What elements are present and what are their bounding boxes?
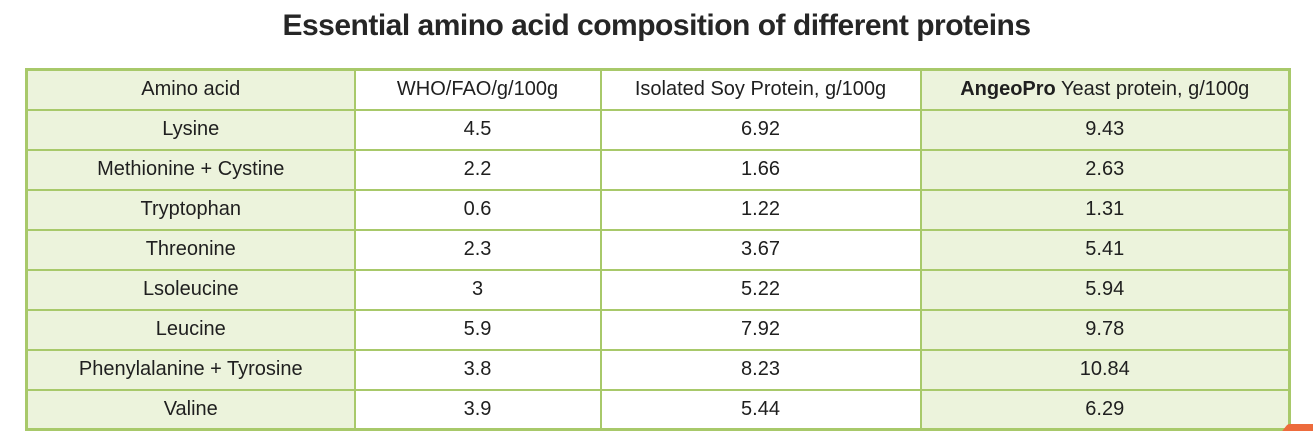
column-header-who-fao: WHO/FAO/g/100g <box>353 68 602 111</box>
soy-protein-cell: 5.44 <box>599 388 922 431</box>
column-header-soy-protein: Isolated Soy Protein, g/100g <box>599 68 922 111</box>
amino-acid-cell: Leucine <box>25 308 356 351</box>
column-header-angeopro: AngeoPro Yeast protein, g/100g <box>919 68 1291 111</box>
corner-accent-decoration <box>1282 424 1313 431</box>
table-row: Threonine 2.3 3.67 5.41 <box>25 228 1291 271</box>
angeopro-cell: 10.84 <box>919 348 1291 391</box>
soy-protein-cell: 3.67 <box>599 228 922 271</box>
who-fao-cell: 2.2 <box>353 148 602 191</box>
amino-acid-cell: Valine <box>25 388 356 431</box>
page-title: Essential amino acid composition of diff… <box>282 9 1031 42</box>
angeopro-cell: 9.78 <box>919 308 1291 351</box>
table-row: Leucine 5.9 7.92 9.78 <box>25 308 1291 351</box>
who-fao-cell: 4.5 <box>353 108 602 151</box>
amino-acid-cell: Lsoleucine <box>25 268 356 311</box>
amino-acid-cell: Tryptophan <box>25 188 356 231</box>
angeopro-cell: 5.94 <box>919 268 1291 311</box>
header-row: Amino acid WHO/FAO/g/100g Isolated Soy P… <box>25 68 1291 111</box>
angeopro-cell: 5.41 <box>919 228 1291 271</box>
soy-protein-cell: 1.22 <box>599 188 922 231</box>
who-fao-cell: 3 <box>353 268 602 311</box>
column-header-amino-acid: Amino acid <box>25 68 356 111</box>
angeopro-cell: 6.29 <box>919 388 1291 431</box>
amino-acid-cell: Lysine <box>25 108 356 151</box>
soy-protein-cell: 8.23 <box>599 348 922 391</box>
table-row: Lysine 4.5 6.92 9.43 <box>25 108 1291 151</box>
column-header-angeopro-rest: Yeast protein, g/100g <box>1055 78 1250 101</box>
who-fao-cell: 3.8 <box>353 348 602 391</box>
amino-acid-cell: Methionine + Cystine <box>25 148 356 191</box>
amino-acid-table: Amino acid WHO/FAO/g/100g Isolated Soy P… <box>25 68 1291 431</box>
who-fao-cell: 5.9 <box>353 308 602 351</box>
who-fao-cell: 2.3 <box>353 228 602 271</box>
soy-protein-cell: 6.92 <box>599 108 922 151</box>
table-row: Valine 3.9 5.44 6.29 <box>25 388 1291 431</box>
table-row: Tryptophan 0.6 1.22 1.31 <box>25 188 1291 231</box>
table-row: Methionine + Cystine 2.2 1.66 2.63 <box>25 148 1291 191</box>
soy-protein-cell: 1.66 <box>599 148 922 191</box>
who-fao-cell: 3.9 <box>353 388 602 431</box>
angeopro-cell: 9.43 <box>919 108 1291 151</box>
angeopro-cell: 2.63 <box>919 148 1291 191</box>
amino-acid-cell: Threonine <box>25 228 356 271</box>
soy-protein-cell: 5.22 <box>599 268 922 311</box>
brand-name: AngeoPro <box>960 78 1056 101</box>
soy-protein-cell: 7.92 <box>599 308 922 351</box>
table-row: Phenylalanine + Tyrosine 3.8 8.23 10.84 <box>25 348 1291 391</box>
who-fao-cell: 0.6 <box>353 188 602 231</box>
angeopro-cell: 1.31 <box>919 188 1291 231</box>
amino-acid-cell: Phenylalanine + Tyrosine <box>25 348 356 391</box>
table-row: Lsoleucine 3 5.22 5.94 <box>25 268 1291 311</box>
